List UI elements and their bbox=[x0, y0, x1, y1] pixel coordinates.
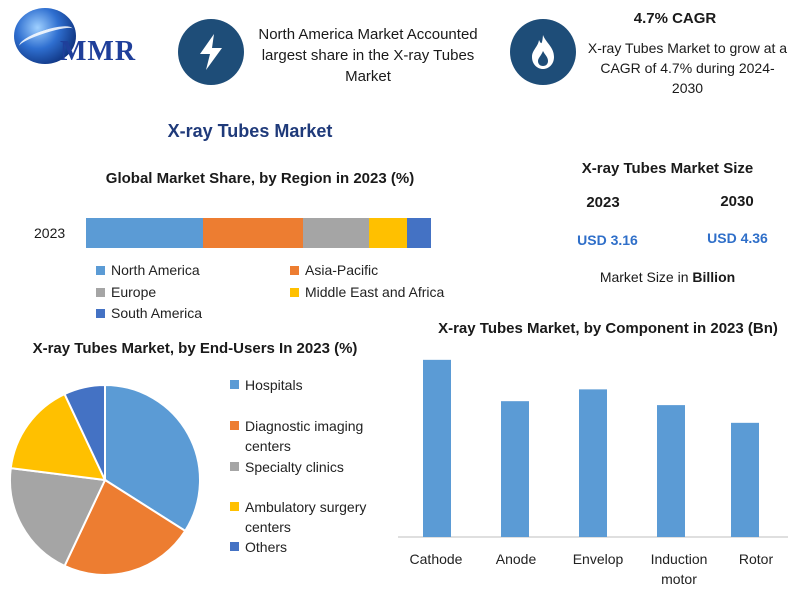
component-bar-induction-motor bbox=[657, 405, 685, 537]
x-tick-label: Cathode bbox=[409, 551, 463, 567]
stack-segment-europe bbox=[303, 218, 369, 248]
pie-slice-ambulatory-surgery-centers bbox=[9, 392, 107, 482]
region-chart-category-label: 2023 bbox=[34, 225, 66, 241]
stack-segment-middle-east-and-africa bbox=[368, 218, 407, 248]
legend-label: Europe bbox=[111, 284, 157, 300]
pie-legend-item-specialty-clinics: Specialty clinics bbox=[230, 457, 400, 477]
legend-label: Diagnostic imaging centers bbox=[245, 418, 364, 454]
legend-label: Specialty clinics bbox=[245, 459, 344, 475]
legend-swatch bbox=[230, 542, 239, 551]
end-users-pie-chart bbox=[9, 383, 201, 576]
legend-label: Hospitals bbox=[245, 377, 303, 393]
main-title: X-ray Tubes Market bbox=[167, 121, 333, 141]
legend-label: North America bbox=[111, 262, 200, 278]
component-bar-chart bbox=[398, 359, 788, 538]
flame-icon bbox=[510, 19, 576, 85]
legend-swatch bbox=[230, 421, 239, 430]
legend-label: Middle East and Africa bbox=[305, 284, 445, 300]
stack-segment-south-america bbox=[406, 218, 431, 248]
mmr-globe-logo bbox=[14, 8, 76, 64]
component-bar-envelop bbox=[579, 389, 607, 537]
market-size-year-2023: 2023 bbox=[586, 194, 620, 211]
stack-segment-asia-pacific bbox=[203, 218, 304, 248]
legend-swatch bbox=[290, 287, 299, 297]
market-size-year-2030: 2030 bbox=[720, 193, 754, 210]
legend-swatch bbox=[230, 462, 239, 471]
lightning-bolt-icon bbox=[178, 19, 244, 85]
legend-item-middle-east-africa: Middle East and Africa bbox=[290, 284, 444, 300]
legend-swatch bbox=[230, 380, 239, 389]
region-stacked-bar bbox=[86, 218, 431, 248]
legend-label: Others bbox=[245, 539, 288, 555]
brand-logo-text: MMR bbox=[60, 36, 137, 67]
legend-swatch bbox=[230, 502, 239, 511]
unit-note-prefix: Market Size in bbox=[599, 269, 693, 285]
legend-item-south-america: South America bbox=[96, 305, 202, 321]
region-chart-title: Global Market Share, by Region in 2023 (… bbox=[105, 170, 415, 187]
end-users-chart-title: X-ray Tubes Market, by End-Users In 2023… bbox=[32, 340, 358, 357]
legend-swatch bbox=[96, 265, 105, 275]
pie-slice-others bbox=[63, 383, 106, 481]
x-tick-label: Envelop bbox=[572, 551, 624, 567]
market-size-value-2030: USD 4.36 bbox=[707, 230, 768, 246]
pie-legend-item-ambulatory-surgery: Ambulatory surgery centers bbox=[230, 497, 400, 537]
market-size-value-2023: USD 3.16 bbox=[577, 232, 638, 248]
x-tick-label: Anode bbox=[495, 551, 537, 567]
pie-legend-item-diagnostic-imaging: Diagnostic imaging centers bbox=[230, 416, 390, 456]
cagr-description: X-ray Tubes Market to grow at a CAGR of … bbox=[587, 40, 788, 96]
legend-swatch bbox=[96, 308, 105, 318]
legend-swatch bbox=[290, 265, 299, 275]
legend-swatch bbox=[96, 287, 105, 297]
pie-legend-item-others: Others bbox=[230, 537, 400, 557]
pie-legend-item-hospitals: Hospitals bbox=[230, 375, 400, 395]
x-tick-label: Rotor bbox=[738, 551, 774, 567]
legend-label: Ambulatory surgery centers bbox=[245, 499, 367, 535]
stack-segment-north-america bbox=[86, 218, 204, 248]
market-size-unit-note: Market Size in Billion bbox=[575, 269, 760, 285]
region-highlight-text: North America Market Accounted largest s… bbox=[258, 26, 478, 85]
legend-item-asia-pacific: Asia-Pacific bbox=[290, 262, 378, 278]
legend-item-north-america: North America bbox=[96, 262, 200, 278]
legend-item-europe: Europe bbox=[96, 284, 156, 300]
cagr-title: 4.7% CAGR bbox=[633, 10, 717, 27]
pie-slice-specialty-clinics bbox=[9, 466, 107, 568]
x-tick-label: Induction motor bbox=[650, 551, 708, 587]
legend-label: Asia-Pacific bbox=[305, 262, 379, 278]
component-chart-title: X-ray Tubes Market, by Component in 2023… bbox=[438, 320, 778, 337]
component-bar-anode bbox=[501, 401, 529, 537]
legend-label: South America bbox=[111, 305, 203, 321]
unit-note-bold: Billion bbox=[692, 269, 736, 285]
component-bar-cathode bbox=[423, 359, 451, 537]
market-size-title: X-ray Tubes Market Size bbox=[581, 160, 754, 177]
component-bar-rotor bbox=[731, 422, 759, 537]
